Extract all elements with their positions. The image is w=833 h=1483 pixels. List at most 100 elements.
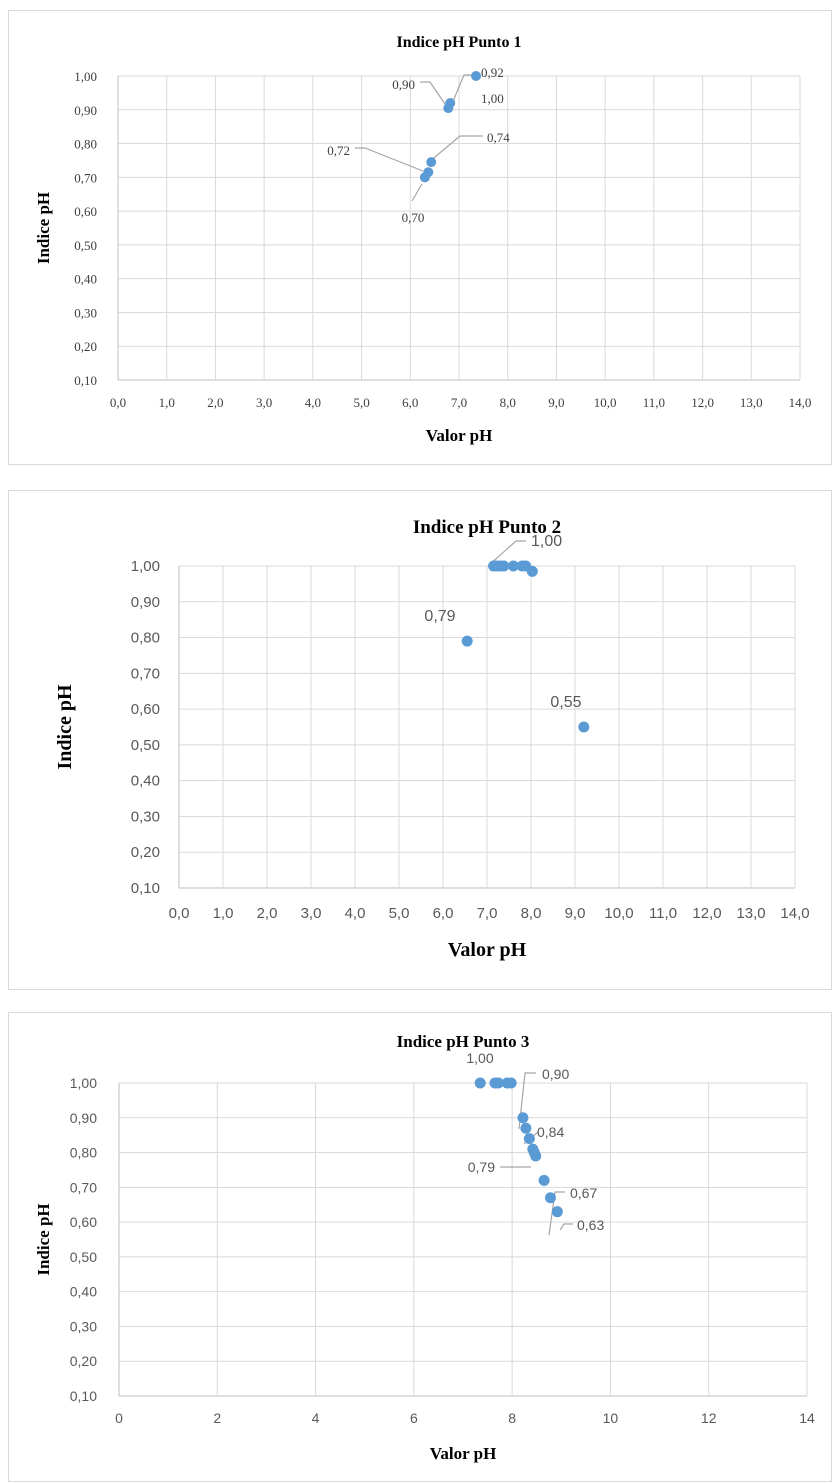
data-label-leader [411, 183, 423, 202]
y-tick-label: 0,60 [70, 1214, 97, 1230]
chart-title: Indice pH Punto 1 [397, 34, 522, 51]
data-label-leader [559, 1223, 573, 1231]
data-label: 0,63 [577, 1217, 604, 1233]
x-tick-label: 11,0 [643, 395, 665, 410]
x-tick-label: 14,0 [789, 395, 812, 410]
chart-panel-punto-2: Indice pH Punto 2 0,10 0,20 0,30 0,40 0,50 0,6… [8, 490, 832, 990]
y-axis-label: Indice pH [54, 684, 76, 769]
x-tick-label: 8,0 [500, 395, 516, 410]
y-tick-label: 0,90 [74, 103, 97, 118]
y-tick-label: 0,90 [131, 594, 160, 611]
data-label: 0,92 [481, 65, 504, 80]
y-tick-label: 0,70 [70, 1179, 97, 1195]
x-tick-label: 8,0 [521, 905, 542, 922]
x-tick-label: 8 [508, 1410, 516, 1426]
chart-svg-punto-3: Indice pH Punto 3 0,10 0,20 0,30 0,40 0,50 0,6… [34, 1032, 815, 1463]
data-point [461, 635, 473, 647]
y-tick-label: 0,10 [131, 880, 160, 897]
x-tick-label: 9,0 [548, 395, 564, 410]
data-label: 0,55 [550, 694, 581, 711]
y-tick-label: 0,10 [70, 1388, 97, 1404]
y-tick-label: 0,50 [131, 737, 160, 754]
data-point [544, 1192, 556, 1204]
y-tick-label: 0,10 [74, 373, 97, 388]
y-tick-label: 1,00 [70, 1075, 97, 1091]
data-label: 1,00 [481, 91, 504, 106]
data-point [419, 172, 430, 183]
y-tick-label: 0,60 [74, 204, 97, 219]
y-tick-label: 0,80 [70, 1145, 97, 1161]
data-point [578, 721, 590, 733]
data-label: 1,00 [466, 1050, 493, 1066]
y-tick-label: 0,50 [74, 238, 97, 253]
data-point [526, 565, 538, 577]
x-tick-label: 12,0 [692, 905, 721, 922]
y-tick-label: 0,90 [70, 1110, 97, 1126]
data-point [505, 1077, 517, 1089]
x-tick-label: 13,0 [736, 905, 765, 922]
data-point [538, 1174, 550, 1186]
x-tick-label: 6 [410, 1410, 418, 1426]
data-label-leader [428, 135, 483, 163]
x-tick-label: 2,0 [257, 905, 278, 922]
y-tick-label: 0,40 [70, 1284, 97, 1300]
x-tick-label: 3,0 [256, 395, 272, 410]
y-tick-label: 0,60 [131, 701, 160, 718]
chart-panel-punto-1: Indice pH Punto 1 0,10 0,20 0,30 0,40 0,50 0,6… [8, 10, 832, 465]
data-label-leader [518, 1072, 536, 1130]
x-tick-label: 12 [701, 1410, 717, 1426]
data-point [551, 1206, 563, 1218]
x-tick-label: 5,0 [389, 905, 410, 922]
x-tick-label: 10,0 [594, 395, 617, 410]
data-point [474, 1077, 486, 1089]
y-tick-label: 0,40 [74, 272, 97, 287]
x-tick-label: 2 [213, 1410, 221, 1426]
y-tick-label: 0,20 [74, 339, 97, 354]
x-tick-label: 12,0 [691, 395, 714, 410]
y-axis-label: Indice pH [34, 1203, 53, 1275]
data-label: 0,90 [392, 77, 415, 92]
data-label-leader [420, 81, 446, 105]
x-tick-label: 4,0 [345, 905, 366, 922]
x-tick-label: 7,0 [451, 395, 467, 410]
x-tick-label: 9,0 [565, 905, 586, 922]
y-tick-label: 0,80 [131, 630, 160, 647]
y-tick-label: 0,20 [131, 844, 160, 861]
y-tick-label: 0,30 [131, 808, 160, 825]
chart-svg-punto-2: Indice pH Punto 2 0,10 0,20 0,30 0,40 0,50 0,6… [54, 517, 810, 961]
y-tick-label: 0,70 [74, 170, 97, 185]
x-tick-label: 14,0 [780, 905, 809, 922]
x-tick-label: 0,0 [110, 395, 126, 410]
chart-svg-punto-1: Indice pH Punto 1 0,10 0,20 0,30 0,40 0,50 0,6… [34, 34, 812, 445]
x-tick-label: 3,0 [301, 905, 322, 922]
data-point [498, 560, 510, 572]
x-tick-label: 14 [799, 1410, 815, 1426]
y-tick-label: 1,00 [74, 69, 97, 84]
x-axis-label: Valor pH [448, 939, 527, 961]
data-point [426, 157, 437, 168]
data-point [530, 1150, 542, 1162]
data-point [471, 71, 482, 81]
data-label: 0,79 [424, 608, 455, 625]
x-axis-label: Valor pH [426, 426, 493, 445]
y-tick-label: 0,70 [131, 665, 160, 682]
data-label: 0,70 [402, 210, 425, 225]
chart-panel-punto-3: Indice pH Punto 3 0,10 0,20 0,30 0,40 0,50 0,6… [8, 1012, 832, 1482]
x-tick-label: 0,0 [169, 905, 190, 922]
y-tick-label: 0,80 [74, 137, 97, 152]
y-tick-label: 0,20 [70, 1353, 97, 1369]
x-tick-label: 10,0 [604, 905, 633, 922]
data-point [523, 1133, 535, 1145]
x-tick-label: 0 [115, 1410, 123, 1426]
x-tick-label: 4 [312, 1410, 320, 1426]
data-point [507, 560, 519, 572]
x-tick-label: 2,0 [207, 395, 223, 410]
data-label: 1,00 [531, 533, 562, 550]
y-tick-label: 0,30 [74, 305, 97, 320]
data-label: 0,74 [487, 130, 510, 145]
x-tick-label: 10 [603, 1410, 619, 1426]
chart-title: Indice pH Punto 3 [397, 1032, 530, 1051]
data-label: 0,67 [570, 1185, 597, 1201]
x-tick-label: 6,0 [402, 395, 418, 410]
x-tick-label: 11,0 [649, 905, 677, 922]
